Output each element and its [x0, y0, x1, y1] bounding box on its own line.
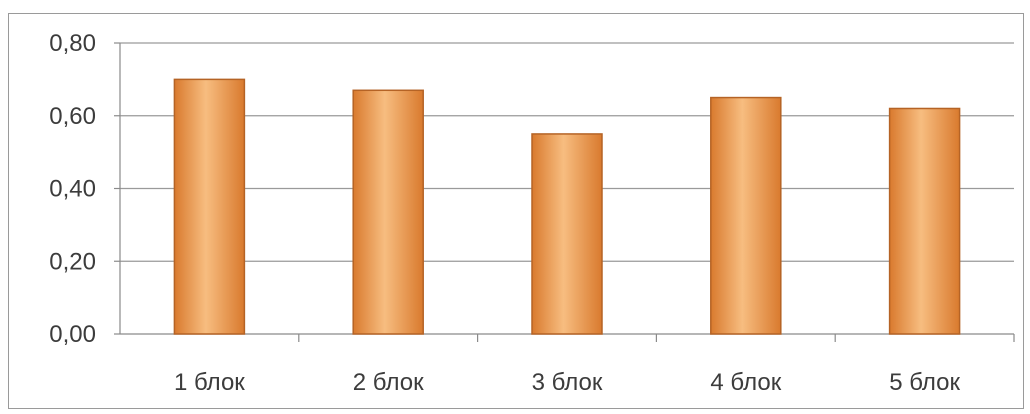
x-tick-label: 2 блок: [353, 369, 424, 396]
bar: [173, 78, 246, 335]
bars: [173, 78, 961, 335]
y-tick-label: 0,40: [49, 176, 96, 203]
y-axis-tick-labels: 0,00 0,20 0,40 0,60 0,80: [49, 30, 96, 348]
x-axis-tick-labels: 1 блок 2 блок 3 блок 4 блок 5 блок: [174, 369, 961, 396]
bar: [888, 107, 961, 335]
x-tick-label: 4 блок: [710, 369, 781, 396]
x-tick-label: 1 блок: [174, 369, 245, 396]
y-tick-label: 0,00: [49, 321, 96, 348]
y-tick-label: 0,60: [49, 103, 96, 130]
bar: [710, 96, 782, 335]
bar: [352, 89, 424, 335]
axes: [119, 43, 1015, 342]
y-tick-label: 0,20: [49, 248, 96, 275]
x-tick-label: 5 блок: [889, 369, 960, 396]
bar: [531, 133, 603, 335]
x-tick-label: 3 блок: [532, 369, 603, 396]
y-tick-label: 0,80: [49, 30, 96, 57]
